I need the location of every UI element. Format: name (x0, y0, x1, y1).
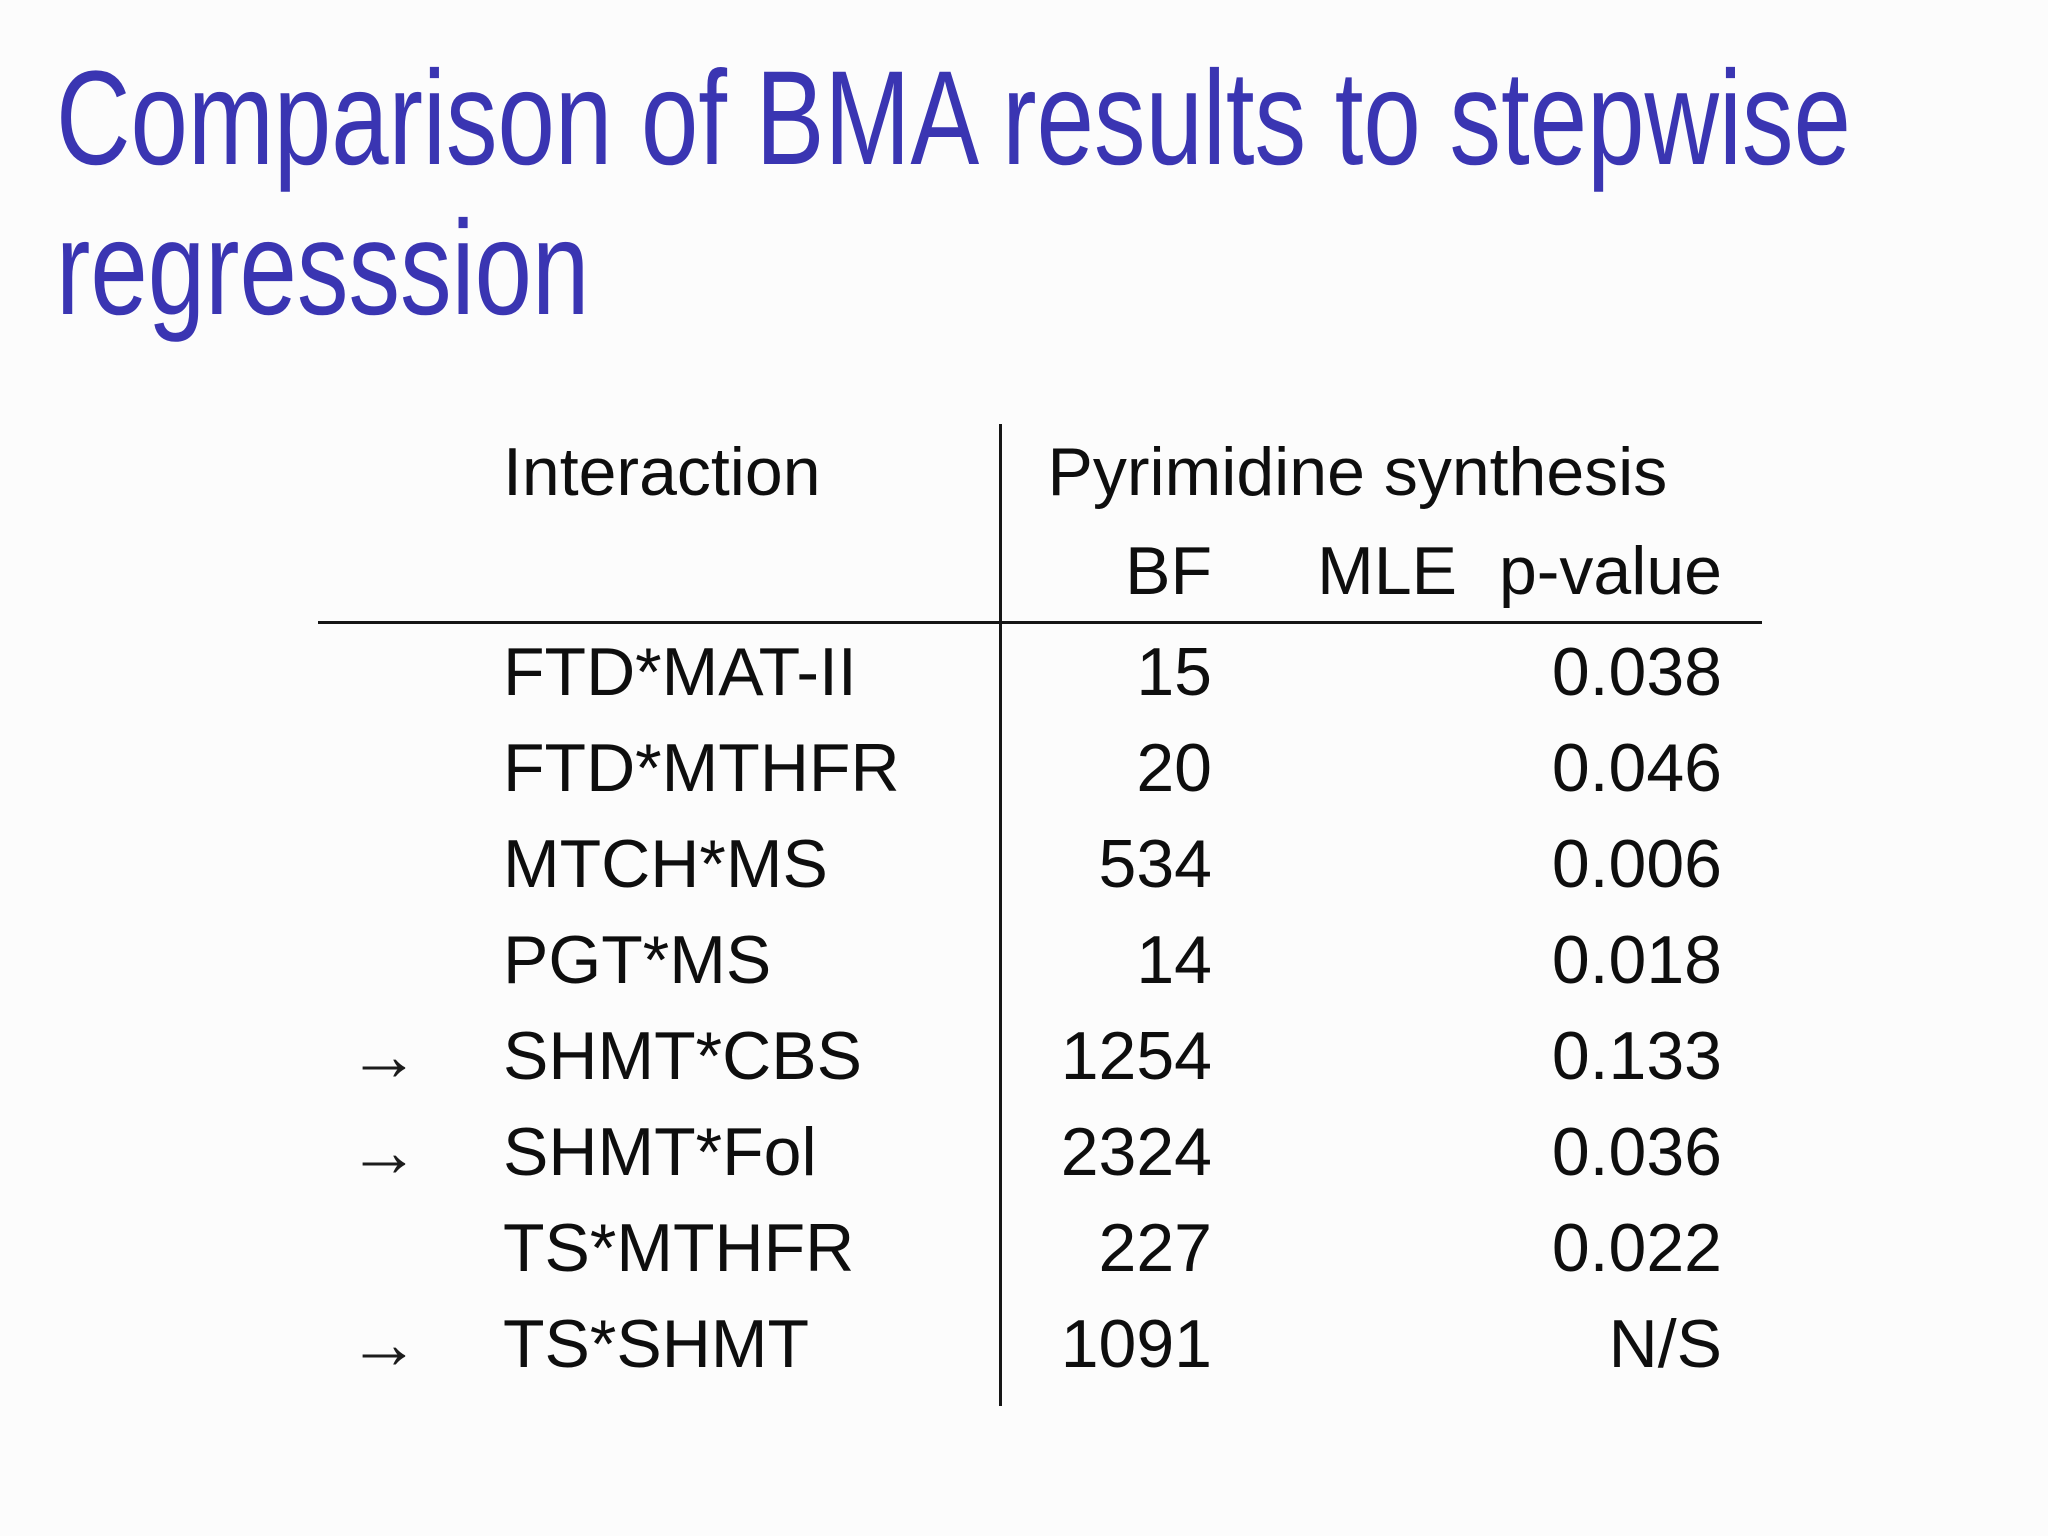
spacer-cell (318, 1392, 503, 1406)
table-row: → TS*SHMT 1091 N/S (318, 1296, 1762, 1392)
arrow-cell (318, 816, 503, 912)
interaction-cell: TS*SHMT (503, 1306, 809, 1382)
mle-cell (1212, 623, 1457, 721)
table-header-row-2: BF MLE p-value (318, 521, 1762, 624)
spacer-cell (1212, 1392, 1457, 1406)
rule-extension-row (318, 1392, 1762, 1406)
page-title-line2: regresssion (56, 194, 590, 343)
right-arrow-icon: → (348, 1304, 420, 1384)
right-arrow-icon: → (348, 1112, 420, 1192)
table-row: FTD*MTHFR 20 0.046 (318, 720, 1762, 816)
arrow-cell: → (318, 1104, 503, 1200)
bf-cell: 15 (998, 622, 1212, 720)
p-value-cell: 0.018 (1551, 922, 1722, 998)
table-row: PGT*MS 14 0.018 (318, 912, 1762, 1008)
table-row: MTCH*MS 534 0.006 (318, 816, 1762, 912)
spacer-cell (998, 1392, 1212, 1406)
interaction-cell: FTD*MAT-II (503, 634, 857, 710)
bf-cell: 1254 (998, 1008, 1212, 1104)
interaction-cell: MTCH*MS (503, 826, 828, 902)
page-title-line1: Comparison of BMA results to stepwise (56, 44, 1851, 193)
p-value-cell: N/S (1608, 1306, 1722, 1382)
interaction-cell: FTD*MTHFR (503, 730, 900, 806)
arrow-cell (318, 720, 503, 816)
p-value-cell: 0.046 (1551, 730, 1722, 806)
bf-cell: 20 (998, 720, 1212, 816)
interaction-column-header: Interaction (503, 434, 821, 510)
bf-cell: 2324 (998, 1104, 1212, 1200)
mle-cell (1212, 816, 1457, 912)
table-row: FTD*MAT-II 15 0.038 (318, 622, 1762, 721)
spacer-cell (503, 1392, 1000, 1406)
mle-cell (1212, 720, 1457, 816)
mle-cell (1212, 1296, 1457, 1392)
mle-column-header: MLE (1212, 521, 1457, 624)
mle-cell (1212, 1008, 1457, 1104)
p-value-column-header: p-value (1457, 521, 1762, 624)
interaction-cell: SHMT*CBS (503, 1018, 862, 1094)
pyrimidine-synthesis-group-header: Pyrimidine synthesis (998, 424, 1762, 521)
interaction-cell: TS*MTHFR (503, 1210, 855, 1286)
bf-cell: 1091 (998, 1296, 1212, 1392)
bf-column-header: BF (998, 521, 1212, 624)
interaction-cell: SHMT*Fol (503, 1114, 817, 1190)
table-row: → SHMT*Fol 2324 0.036 (318, 1104, 1762, 1200)
interaction-cell: PGT*MS (503, 922, 772, 998)
arrow-cell (318, 912, 503, 1008)
table-row: TS*MTHFR 227 0.022 (318, 1200, 1762, 1296)
header-arrow-spacer (318, 521, 503, 624)
header-interaction-spacer (503, 521, 1000, 624)
bf-cell: 14 (998, 912, 1212, 1008)
table-row: → SHMT*CBS 1254 0.133 (318, 1008, 1762, 1104)
page-title: Comparison of BMA results to stepwise re… (56, 44, 1851, 344)
p-value-cell: 0.036 (1551, 1114, 1722, 1190)
right-arrow-icon: → (348, 1016, 420, 1096)
p-value-cell: 0.133 (1551, 1018, 1722, 1094)
bf-cell: 227 (998, 1200, 1212, 1296)
mle-cell (1212, 912, 1457, 1008)
p-value-cell: 0.038 (1551, 634, 1722, 710)
arrow-cell (318, 623, 503, 721)
p-value-cell: 0.022 (1551, 1210, 1722, 1286)
mle-cell (1212, 1104, 1457, 1200)
spacer-cell (1457, 1392, 1762, 1406)
header-arrow-spacer (318, 424, 503, 521)
arrow-cell (318, 1200, 503, 1296)
p-value-cell: 0.006 (1551, 826, 1722, 902)
table-header-row-1: Interaction Pyrimidine synthesis (318, 424, 1762, 521)
bf-cell: 534 (998, 816, 1212, 912)
mle-cell (1212, 1200, 1457, 1296)
results-table: Interaction Pyrimidine synthesis BF MLE … (318, 424, 1762, 1406)
arrow-cell: → (318, 1008, 503, 1104)
arrow-cell: → (318, 1296, 503, 1392)
